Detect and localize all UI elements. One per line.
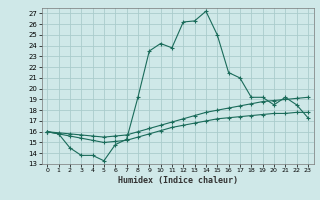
- X-axis label: Humidex (Indice chaleur): Humidex (Indice chaleur): [118, 176, 237, 185]
